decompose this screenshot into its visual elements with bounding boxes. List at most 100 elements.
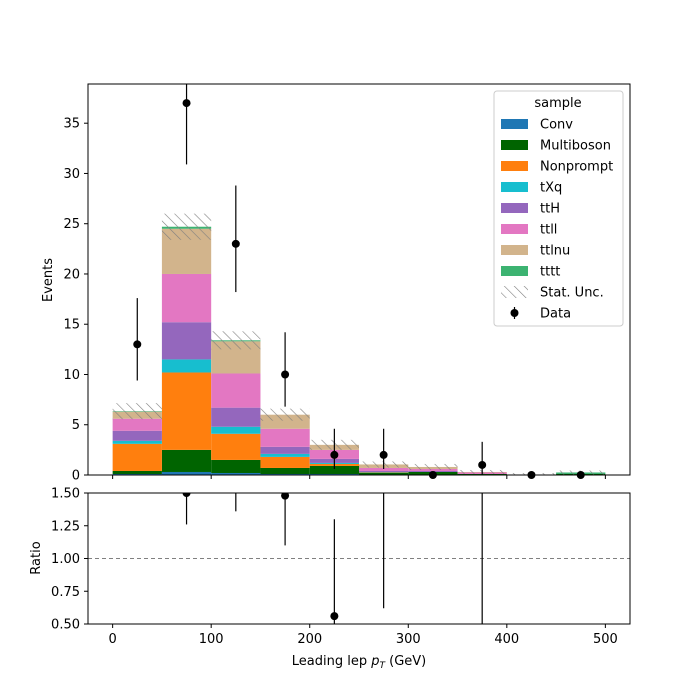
y-tick-label: 15 [63, 318, 80, 333]
bar-txq-bin-5 [359, 471, 409, 473]
bar-multiboson-bin-4 [309, 465, 359, 474]
bar-multiboson-bin-0 [112, 470, 162, 474]
bar-conv-bin-3 [260, 473, 310, 475]
main-y-axis: 0 5 10 15 20 25 30 35 [63, 117, 88, 484]
legend-label-stat-unc: Stat. Unc. [540, 286, 604, 301]
bar-ttll-bin-1 [161, 273, 212, 323]
legend-swatch-stat-unc [501, 286, 528, 298]
ratio-point [330, 612, 339, 621]
y-tick-label: 5 [72, 418, 80, 433]
legend-label-ttll: ttll [540, 223, 557, 238]
legend-label-nonprompt: Nonprompt [540, 160, 613, 175]
data-point [182, 99, 191, 108]
bar-tth-bin-3 [260, 446, 310, 454]
legend-label-tttt: tttt [540, 265, 560, 280]
legend-swatch-tth [501, 203, 528, 213]
legend-data-marker [510, 309, 519, 317]
bar-multiboson-bin-5 [359, 472, 409, 475]
bar-nonprompt-bin-3 [260, 456, 310, 468]
stat-unc-bin-3 [260, 408, 310, 421]
data-point [478, 460, 487, 469]
y-tick-label: 20 [63, 267, 80, 282]
legend-label-conv: Conv [540, 118, 573, 133]
y-tick-label: 10 [63, 368, 80, 383]
bar-tth-bin-2 [211, 407, 261, 427]
x-tick-label: 0 [108, 632, 116, 647]
x-tick-label: 400 [494, 632, 519, 647]
data-point [281, 370, 290, 379]
legend-swatch-ttll [501, 224, 528, 234]
stacked-bars [112, 226, 606, 475]
legend: sample Conv Multiboson Nonprompt tXq ttH ttll… [493, 90, 624, 327]
legend-label-ttlnu: ttlnu [540, 244, 570, 259]
legend-swatch-conv [501, 119, 528, 129]
x-tick-label: 500 [593, 632, 618, 647]
legend-items: Conv Multiboson Nonprompt tXq ttH ttll ttlnu tt… [501, 118, 613, 322]
y-tick-label: 35 [63, 117, 80, 132]
bar-txq-bin-2 [211, 426, 261, 434]
bar-multiboson-bin-3 [260, 467, 310, 474]
data-point [133, 340, 142, 349]
legend-label-multiboson: Multiboson [540, 139, 611, 154]
bar-nonprompt-bin-0 [112, 443, 162, 471]
ratio-y-tick-label: 0.50 [51, 618, 80, 633]
ratio-y-axis: 0.50 0.75 1.00 1.25 1.50 [51, 487, 88, 633]
ratio-y-tick-label: 0.75 [51, 585, 80, 600]
bar-nonprompt-bin-2 [211, 433, 261, 460]
ratio-points [182, 493, 483, 624]
y-tick-label: 0 [72, 469, 80, 484]
legend-swatch-multiboson [501, 140, 528, 150]
bar-ttll-bin-2 [211, 373, 261, 408]
x-axis-label: Leading lep pT (GeV) [292, 654, 426, 671]
ratio-point [182, 493, 191, 497]
ratio-point [281, 493, 290, 500]
legend-label-txq: tXq [540, 181, 562, 196]
legend-title: sample [534, 96, 581, 111]
main-plot-area: 0 5 10 15 20 25 30 35 Events [41, 83, 631, 484]
data-point [330, 450, 339, 459]
ratio-y-tick-label: 1.25 [51, 519, 80, 534]
bar-txq-bin-0 [112, 440, 162, 444]
bar-tth-bin-0 [112, 430, 162, 441]
stat-unc-bin-1 [161, 213, 212, 240]
x-tick-label: 300 [396, 632, 421, 647]
x-tick-label: 100 [199, 632, 224, 647]
bar-multiboson-bin-2 [211, 459, 261, 473]
data-point [231, 239, 240, 248]
ratio-y-tick-label: 1.00 [51, 552, 80, 567]
ratio-x-axis: 0 100 200 300 400 500 [108, 624, 618, 647]
legend-swatch-nonprompt [501, 161, 528, 171]
bar-tth-bin-1 [161, 322, 212, 360]
bar-conv-bin-2 [211, 472, 261, 475]
ratio-plot-area: 0.50 0.75 1.00 1.25 1.50 0 100 200 300 400 500 Ra… [29, 487, 631, 671]
bar-conv-bin-1 [161, 471, 212, 475]
bar-txq-bin-3 [260, 453, 310, 457]
bar-ttll-bin-3 [260, 428, 310, 447]
bar-txq-bin-1 [161, 359, 212, 373]
legend-label-tth: ttH [540, 202, 560, 217]
y-tick-label: 25 [63, 217, 80, 232]
main-plot-frame [87, 83, 631, 476]
bar-conv-bin-0 [112, 473, 162, 475]
ratio-y-axis-label: Ratio [29, 541, 44, 574]
main-x-ticks [112, 475, 606, 479]
legend-label-data: Data [540, 307, 571, 322]
stat-unc-bin-0 [112, 403, 162, 420]
legend-swatch-tttt [501, 266, 528, 276]
bar-ttll-bin-0 [112, 418, 162, 431]
stat-unc-bin-2 [211, 331, 261, 350]
bar-nonprompt-bin-1 [161, 372, 212, 450]
bar-ttll-bin-5 [359, 467, 409, 471]
bar-tth-bin-5 [359, 470, 409, 472]
bar-nonprompt-bin-5 [359, 472, 409, 473]
legend-swatch-ttlnu [501, 245, 528, 255]
x-tick-label: 200 [297, 632, 322, 647]
main-y-axis-label: Events [41, 258, 56, 302]
bar-conv-bin-4 [309, 473, 359, 475]
ratio-y-tick-label: 1.50 [51, 487, 80, 502]
bar-multiboson-bin-1 [161, 449, 212, 472]
stat-unc-bin-6 [408, 463, 458, 470]
legend-swatch-txq [501, 182, 528, 192]
y-tick-label: 30 [63, 167, 80, 182]
